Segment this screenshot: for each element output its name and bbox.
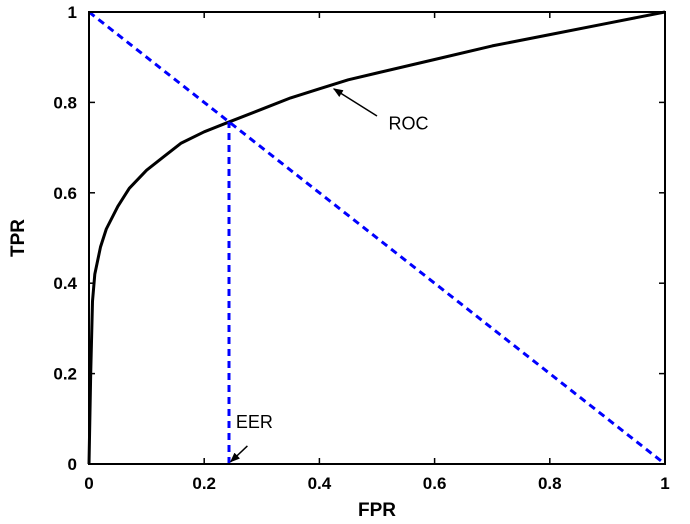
x-axis-label: FPR	[358, 500, 396, 521]
y-tick-label: 0.8	[53, 93, 77, 112]
y-tick-label: 0.2	[53, 365, 77, 384]
eer-annotation: EER	[236, 412, 273, 432]
roc-annotation: ROC	[389, 114, 429, 134]
dashed-line-1	[88, 10, 666, 466]
x-tick-label: 0.6	[423, 474, 447, 493]
roc-arrow	[332, 88, 378, 117]
y-tick-label: 0.4	[53, 274, 77, 293]
x-tick-label: 0.2	[192, 474, 216, 493]
x-tick-label: 0.4	[308, 474, 332, 493]
plot-frame	[88, 11, 666, 465]
y-tick-label: 0.6	[53, 184, 77, 203]
eer-arrow	[229, 445, 248, 463]
x-tick-label: 0.8	[538, 474, 562, 493]
y-axis-label: TPR	[8, 219, 29, 257]
x-tick-label: 0	[84, 474, 93, 493]
y-tick-label: 0	[68, 455, 77, 474]
roc-curve	[87, 10, 666, 465]
y-tick-label: 1	[68, 3, 77, 22]
x-tick-label: 1	[660, 474, 669, 493]
